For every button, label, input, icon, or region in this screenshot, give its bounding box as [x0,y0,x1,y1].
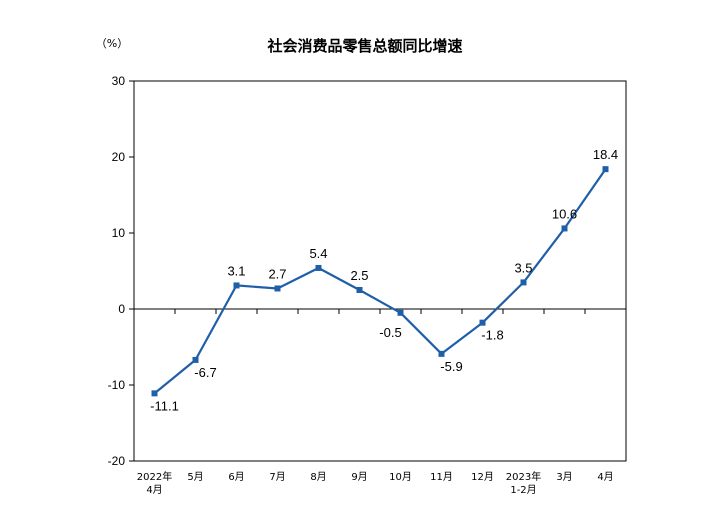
x-tick-label: 7月 [269,471,285,483]
data-point-marker [438,350,445,357]
series-line [153,168,607,395]
data-point-marker [233,282,240,289]
data-label: 3.1 [227,263,245,278]
data-point-marker [602,166,609,173]
x-tick-label: 8月 [310,471,326,483]
y-tick-label: -10 [108,378,126,392]
data-point-marker [561,225,568,232]
data-point-marker [192,356,199,363]
data-point-marker [397,309,404,316]
x-tick-label: 12月 [471,471,494,483]
x-tick-label: 11月 [430,471,453,483]
plot-frame [133,80,627,462]
x-tick-label: 9月 [351,471,367,483]
x-tick-label: 2023年 1-2月 [506,470,541,496]
x-tick-label: 10月 [389,471,412,483]
plot-area: 30 20 10 0 -10 -20 2022年 4月 5月 6月 7月 8月 9月 10月 11月 12月 2… [108,74,627,496]
x-tick-label: 6月 [228,471,244,483]
x-tick-label: 5月 [187,471,203,483]
data-point-marker [315,264,322,271]
data-label: 3.5 [514,260,532,275]
data-point-marker [151,390,158,397]
y-tick-label: 0 [118,302,125,316]
data-point-marker [479,319,486,326]
data-point-marker [356,287,363,293]
data-label: 2.5 [350,268,368,283]
y-tick-label: 30 [112,74,126,88]
y-tick-label: 20 [112,150,126,164]
y-tick-label: 10 [112,226,126,240]
data-point-marker [520,279,527,286]
data-label: -6.7 [194,365,216,380]
data-label: -5.9 [440,359,462,374]
x-tick-label: 2022年 4月 [137,470,172,496]
data-label: -0.5 [379,325,401,340]
data-label: -1.8 [481,328,503,343]
data-label: 18.4 [593,147,618,162]
data-point-marker [274,285,281,292]
y-axis-unit: （%） [96,37,128,50]
y-tick-label: -20 [108,454,126,468]
data-label: -11.1 [150,398,179,413]
data-label: 2.7 [268,266,286,281]
x-tick-label: 3月 [556,471,572,483]
data-label: 5.4 [309,246,327,261]
x-tick-label: 4月 [597,471,613,483]
data-label: 10.6 [552,206,577,221]
chart-title: 社会消费品零售总额同比增速 [266,37,462,55]
